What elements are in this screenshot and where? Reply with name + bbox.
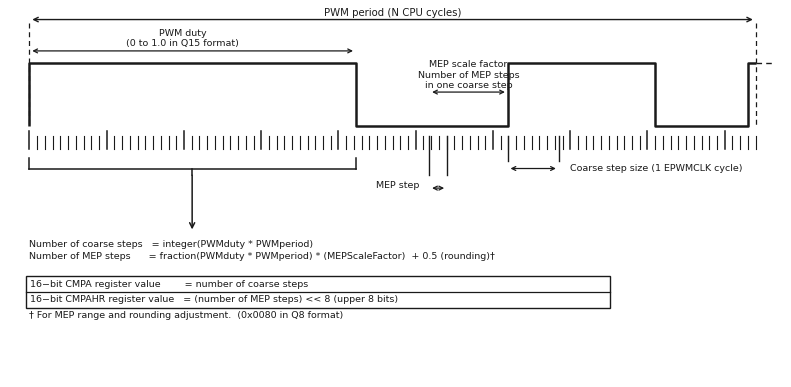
Text: MEP step: MEP step xyxy=(377,181,419,190)
Text: 16−bit CMPAHR register value   = (number of MEP steps) << 8 (upper 8 bits): 16−bit CMPAHR register value = (number o… xyxy=(30,295,399,304)
Bar xyxy=(25,276,610,308)
Text: 16−bit CMPA register value        = number of coarse steps: 16−bit CMPA register value = number of c… xyxy=(30,280,308,289)
Text: Number of MEP steps      = fraction(PWMduty * PWMperiod) * (MEPScaleFactor)  + 0: Number of MEP steps = fraction(PWMduty *… xyxy=(29,252,495,260)
Text: PWM duty
(0 to 1.0 in Q15 format): PWM duty (0 to 1.0 in Q15 format) xyxy=(127,29,240,48)
Text: PWM period (N CPU cycles): PWM period (N CPU cycles) xyxy=(324,8,461,17)
Text: † For MEP range and rounding adjustment.  (0x0080 in Q8 format): † For MEP range and rounding adjustment.… xyxy=(29,312,344,320)
Text: Coarse step size (1 EPWMCLK cycle): Coarse step size (1 EPWMCLK cycle) xyxy=(570,164,743,173)
Text: MEP scale factor
Number of MEP steps
in one coarse step: MEP scale factor Number of MEP steps in … xyxy=(418,60,520,90)
Text: Number of coarse steps   = integer(PWMduty * PWMperiod): Number of coarse steps = integer(PWMduty… xyxy=(29,240,313,249)
